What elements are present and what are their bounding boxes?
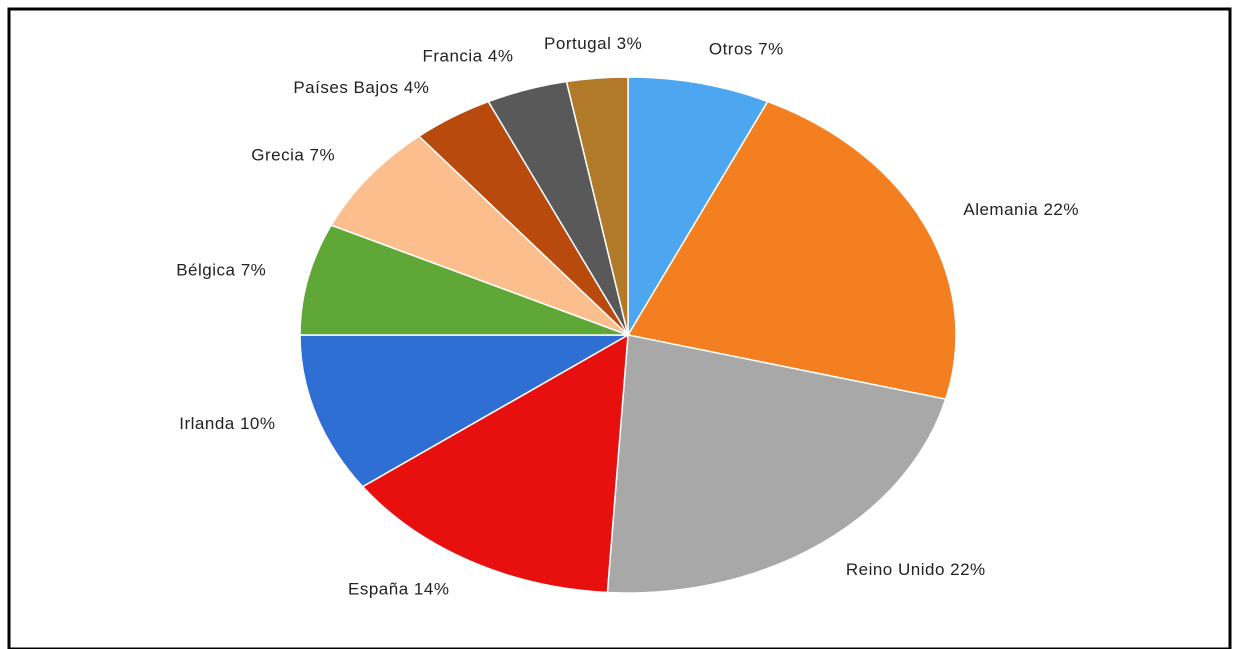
category-label: Irlanda: [179, 415, 235, 434]
category-label: Francia: [422, 47, 482, 66]
category-label: Bélgica: [176, 261, 235, 280]
value-label: 4%: [488, 47, 514, 66]
value-label: 22%: [1043, 200, 1079, 219]
pie-slice: [626, 100, 957, 401]
value-label: 22%: [950, 560, 986, 579]
pie-slice: [299, 334, 631, 488]
category-label: España: [348, 580, 409, 599]
data-label: España 14%: [348, 580, 449, 599]
value-label: 14%: [414, 580, 450, 599]
data-label: Alemania 22%: [963, 200, 1079, 219]
data-label: Grecia 7%: [251, 146, 335, 165]
pie-slice: [330, 135, 629, 336]
data-label: Francia 4%: [422, 47, 513, 66]
data-label: Bélgica 7%: [176, 261, 266, 280]
value-label: 10%: [240, 415, 276, 434]
data-label: Irlanda 10%: [179, 415, 275, 434]
category-label: Países Bajos: [293, 78, 398, 97]
category-label: Grecia: [251, 146, 304, 165]
value-label: 7%: [241, 261, 267, 280]
data-label: Otros 7%: [709, 40, 784, 59]
data-label: Países Bajos 4%: [293, 78, 429, 97]
category-label: Portugal: [544, 34, 611, 53]
category-label: Alemania: [963, 200, 1038, 219]
pie-slice: [565, 76, 629, 336]
category-label: Reino Unido: [846, 560, 945, 579]
pie-slice: [361, 333, 629, 594]
value-label: 7%: [310, 146, 336, 165]
pie-slice: [299, 224, 629, 336]
category-label: Otros: [709, 40, 753, 59]
value-label: 3%: [617, 34, 643, 53]
value-label: 4%: [404, 78, 430, 97]
value-label: 7%: [758, 40, 784, 59]
data-label: Portugal 3%: [544, 34, 642, 53]
pie-slice: [606, 334, 947, 594]
data-label: Reino Unido 22%: [846, 560, 986, 579]
pie-slice: [627, 76, 769, 338]
